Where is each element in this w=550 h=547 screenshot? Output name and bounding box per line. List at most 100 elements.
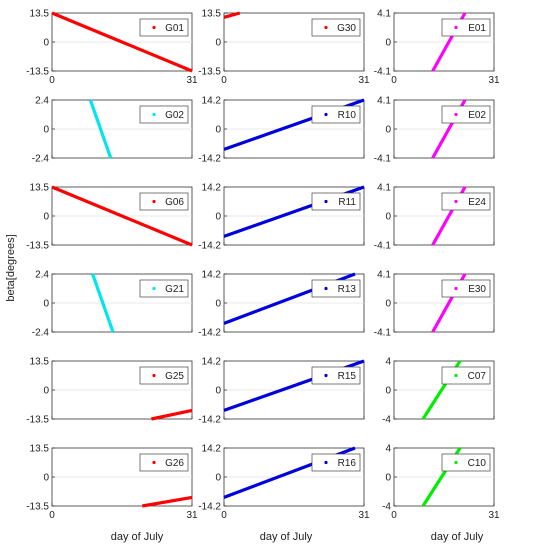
- legend-c07: C07: [441, 366, 491, 385]
- legend-g26: G26: [139, 453, 189, 472]
- y-tick-label: 0: [43, 38, 49, 49]
- figure-xlabel-col1: day of July: [111, 531, 164, 543]
- subplot-g02: 2.4 0 -2.4 G02: [32, 96, 193, 165]
- y-tick-label: 13.5: [30, 357, 50, 368]
- y-tick-label: 0: [215, 212, 221, 223]
- y-tick-label: 0: [385, 386, 391, 397]
- legend-label: R16: [338, 458, 357, 469]
- x-tick-label: 0: [391, 75, 397, 86]
- x-tick-label: 31: [186, 75, 198, 86]
- legend-box: [311, 192, 361, 211]
- x-tick-label: 0: [391, 510, 397, 521]
- y-tick-label: -4.1: [374, 67, 392, 78]
- y-tick-label: 0: [215, 125, 221, 136]
- y-tick-label: -2.4: [32, 328, 50, 339]
- y-tick-label: 4: [385, 444, 391, 455]
- x-tick-label: 0: [49, 510, 55, 521]
- subplot-r15: 14.2 0 -14.2 R15: [198, 357, 365, 426]
- y-tick-label: 4.1: [377, 183, 391, 194]
- legend-label: R11: [338, 197, 356, 208]
- y-tick-label: 0: [43, 473, 49, 484]
- legend-r10: R10: [311, 105, 361, 124]
- legend-marker: [152, 112, 156, 117]
- legend-g01: G01: [139, 18, 189, 37]
- legend-marker: [152, 460, 156, 465]
- legend-box: [139, 279, 189, 298]
- y-tick-label: 0: [385, 299, 391, 310]
- legend-r11: R11: [311, 192, 361, 211]
- legend-marker: [152, 25, 156, 30]
- legend-marker: [454, 286, 458, 291]
- legend-g21: G21: [139, 279, 189, 298]
- y-tick-label: -4.1: [374, 328, 392, 339]
- legend-g06: G06: [139, 192, 189, 211]
- legend-box: [139, 192, 189, 211]
- y-tick-label: 13.5: [202, 9, 222, 20]
- y-tick-label: -14.2: [198, 415, 221, 426]
- y-tick-label: -13.5: [26, 67, 49, 78]
- legend-marker: [454, 373, 458, 378]
- legend-r16: R16: [311, 453, 361, 472]
- legend-e02: E02: [441, 105, 491, 124]
- figure-xlabel-col3: day of July: [431, 531, 484, 543]
- legend-label: C10: [468, 458, 487, 469]
- series-line-g02: [88, 99, 113, 159]
- figure-ylabel: beta[degrees]: [5, 234, 17, 301]
- legend-box: [441, 192, 491, 211]
- legend-label: G21: [165, 284, 184, 295]
- series-line-g25: [151, 408, 193, 421]
- y-tick-label: 0: [43, 212, 49, 223]
- y-tick-label: 0: [43, 125, 49, 136]
- legend-label: E24: [468, 197, 486, 208]
- x-tick-label: 31: [186, 510, 198, 521]
- subplot-g21: 2.4 0 -2.4 G21: [32, 270, 193, 339]
- legend-box: [139, 453, 189, 472]
- legend-label: G06: [165, 197, 184, 208]
- y-tick-label: 14.2: [202, 270, 222, 281]
- y-tick-label: -13.5: [26, 502, 49, 513]
- legend-box: [311, 366, 361, 385]
- y-tick-label: 14.2: [202, 96, 222, 107]
- y-tick-label: 14.2: [202, 357, 222, 368]
- x-tick-label: 31: [488, 510, 500, 521]
- y-tick-label: -13.5: [26, 241, 49, 252]
- legend-label: R10: [338, 110, 357, 121]
- series-line-g26: [142, 495, 193, 508]
- y-tick-label: -4.1: [374, 154, 392, 165]
- y-tick-label: 4.1: [377, 9, 391, 20]
- figure-xlabel-col2: day of July: [260, 531, 313, 543]
- y-tick-label: 2.4: [35, 96, 49, 107]
- y-tick-label: -4: [382, 502, 391, 513]
- y-tick-label: -13.5: [26, 415, 49, 426]
- legend-marker: [324, 112, 328, 117]
- y-tick-label: -14.2: [198, 154, 221, 165]
- legend-marker: [324, 460, 328, 465]
- y-tick-label: 14.2: [202, 444, 222, 455]
- legend-marker: [324, 373, 328, 378]
- y-tick-label: 0: [215, 473, 221, 484]
- x-tick-label: 31: [358, 75, 370, 86]
- legend-marker: [454, 112, 458, 117]
- y-tick-label: -4.1: [374, 241, 392, 252]
- legend-label: C07: [468, 371, 487, 382]
- legend-c10: C10: [441, 453, 491, 472]
- x-tick-label: 31: [488, 75, 500, 86]
- legend-r15: R15: [311, 366, 361, 385]
- legend-e01: E01: [441, 18, 491, 37]
- y-tick-label: 0: [385, 38, 391, 49]
- y-tick-label: 0: [215, 38, 221, 49]
- legend-label: E02: [468, 110, 486, 121]
- legend-r13: R13: [311, 279, 361, 298]
- legend-box: [311, 279, 361, 298]
- legend-box: [139, 366, 189, 385]
- legend-label: R13: [338, 284, 357, 295]
- legend-label: G01: [165, 23, 184, 34]
- legend-label: R15: [338, 371, 357, 382]
- legend-box: [441, 366, 491, 385]
- legend-box: [311, 105, 361, 124]
